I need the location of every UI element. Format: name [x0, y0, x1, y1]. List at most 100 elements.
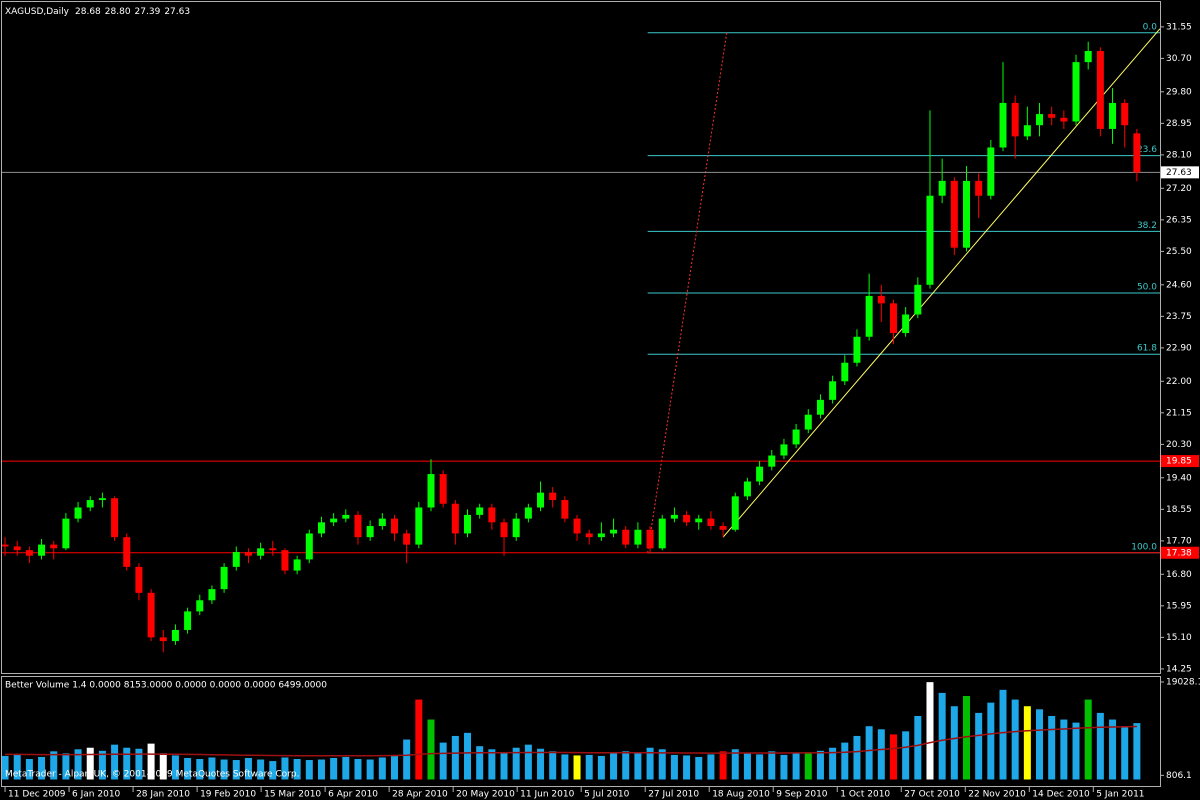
candle-body	[74, 507, 82, 519]
volume-bar	[330, 757, 338, 780]
candle-body	[366, 526, 374, 538]
volume-bar	[743, 752, 751, 780]
y-tick-label: 25.50	[1166, 247, 1192, 257]
volume-bar	[293, 759, 301, 780]
volume-title: Better Volume 1.4 0.0000 8153.0000 0.000…	[5, 681, 327, 691]
y-tick-label: 23.75	[1166, 312, 1192, 322]
x-tick-label: 6 Apr 2010	[328, 790, 378, 800]
low-label: 27.39	[135, 7, 161, 17]
volume-bar	[987, 702, 995, 780]
volume-bar	[403, 739, 411, 780]
x-tick-label: 28 Apr 2010	[392, 790, 448, 800]
candle-body	[841, 362, 849, 382]
candle-body	[877, 295, 885, 304]
volume-bar	[74, 749, 82, 780]
candle-body	[804, 414, 812, 430]
volume-bar	[147, 743, 155, 780]
candle-body	[330, 518, 338, 523]
y-tick-label: 14.25	[1166, 664, 1192, 674]
volume-bar	[415, 699, 423, 780]
volume-bar	[841, 742, 849, 780]
fib-label: 0.0	[1143, 22, 1158, 32]
volume-bar	[780, 754, 788, 780]
x-tick-label: 11 Dec 2009	[8, 790, 66, 800]
volume-bar	[427, 719, 435, 780]
volume-bar	[50, 751, 58, 780]
y-tick-label: 17.70	[1166, 536, 1192, 546]
price-label: 19.85	[1166, 457, 1192, 467]
fib-label: 61.8	[1137, 344, 1157, 354]
y-tick-label: 15.95	[1166, 601, 1192, 611]
volume-bar	[962, 695, 970, 780]
volume-bar	[573, 755, 581, 780]
candle-body	[159, 637, 167, 642]
y-tick-label: 29.80	[1166, 87, 1192, 97]
footer: MetaTrader - Alpari UK, © 2001-2009 Meta…	[5, 770, 299, 780]
x-tick-label: 5 Jul 2010	[584, 790, 629, 800]
price-label-box	[1161, 546, 1199, 559]
candle-body	[731, 496, 739, 530]
volume-bar	[1096, 712, 1104, 780]
candle-body	[98, 498, 106, 501]
y-tick-label: 30.70	[1166, 54, 1192, 64]
volume-bar	[86, 747, 94, 780]
volume-bar	[1060, 719, 1068, 780]
y-tick-label: 15.10	[1166, 633, 1192, 643]
x-tick-label: 18 Aug 2010	[712, 790, 770, 800]
x-tick-label: 6 Jan 2010	[72, 790, 120, 800]
y-tick-label: 27.20	[1166, 184, 1192, 194]
candle-body	[816, 399, 824, 415]
candle-body	[342, 514, 350, 519]
volume-bar	[512, 747, 520, 780]
candle-body	[914, 284, 922, 315]
volume-bar	[38, 756, 46, 780]
candle-body	[962, 180, 970, 248]
candle-body	[853, 336, 861, 363]
candle-body	[524, 507, 532, 519]
candle-body	[220, 566, 228, 590]
candle-body	[780, 444, 788, 456]
candle-body	[293, 559, 301, 571]
candle-body	[123, 537, 131, 567]
volume-bar	[159, 753, 167, 780]
volume-bar	[719, 751, 727, 780]
fib-label: 38.2	[1137, 221, 1157, 231]
open-label: 28.68	[75, 7, 101, 17]
candle-body	[707, 518, 715, 527]
volume-bar	[938, 692, 946, 780]
price-panel: 0.0 23.6 38.2 50.0 61.8 100.0	[2, 22, 1160, 653]
volume-bar	[695, 756, 703, 780]
volume-bar	[500, 752, 508, 780]
volume-bar	[257, 759, 265, 780]
volume-bar	[731, 749, 739, 780]
candle-body	[1048, 114, 1056, 118]
x-tick-label: 20 May 2010	[456, 790, 515, 800]
volume-bar	[184, 757, 192, 780]
x-tick-label: 22 Nov 2010	[968, 790, 1026, 800]
candle-body	[670, 514, 678, 519]
volume-bar	[281, 757, 289, 780]
y-tick-label: 20.30	[1166, 440, 1192, 450]
current-price-box	[1161, 166, 1199, 179]
y-tick-label: 31.55	[1166, 22, 1192, 32]
x-tick-label: 14 Dec 2010	[1032, 790, 1090, 800]
volume-bar	[549, 751, 557, 780]
candle-body	[257, 548, 265, 556]
candle-body	[1133, 133, 1141, 173]
y-tick-label: 22.00	[1166, 377, 1192, 387]
volume-bar	[451, 735, 459, 780]
volume-panel	[2, 682, 1141, 780]
candle-body	[926, 195, 934, 285]
volume-bar	[683, 755, 691, 780]
candle-body	[25, 550, 33, 556]
candle-body	[585, 533, 593, 538]
trendline	[722, 28, 1160, 538]
volume-average	[5, 725, 1137, 757]
volume-bar	[1048, 715, 1056, 780]
x-tick-label: 1 Oct 2010	[840, 790, 890, 800]
volume-bar	[707, 754, 715, 780]
volume-bar	[2, 755, 9, 780]
x-tick-label: 11 Jun 2010	[520, 790, 574, 800]
volume-bar	[390, 755, 398, 780]
